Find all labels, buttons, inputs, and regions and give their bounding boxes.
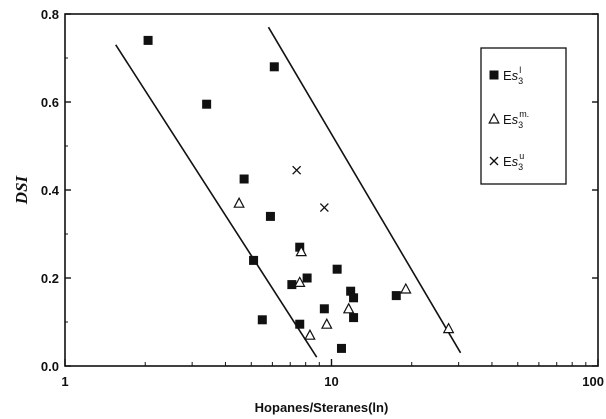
y-tick-label: 0.8: [41, 7, 59, 22]
y-tick-label: 0.0: [41, 359, 59, 374]
y-tick-label: 0.4: [41, 183, 60, 198]
data-point-square: [202, 99, 212, 109]
data-point-square: [336, 343, 346, 353]
x-tick-label: 1: [61, 374, 68, 389]
data-point-triangle: [233, 196, 245, 208]
data-point-triangle: [320, 317, 333, 329]
x-tick-label: 10: [324, 374, 338, 389]
x-tick-label: 100: [582, 374, 604, 389]
data-point-triangle: [304, 328, 316, 340]
y-axis-label: DSI: [12, 174, 31, 205]
data-point-square: [257, 315, 267, 325]
legend-label-3: Es3u: [503, 151, 524, 172]
data-point-cross: [292, 165, 302, 175]
boundary-line-2: [267, 26, 462, 354]
data-point-square: [295, 242, 305, 252]
data-point-square: [295, 319, 305, 329]
data-point-triangle: [399, 282, 412, 294]
legend-label-2: Es3m.: [503, 109, 529, 130]
data-point-square: [332, 264, 342, 274]
data-point-triangle: [342, 302, 355, 314]
data-point-square: [265, 211, 275, 221]
legend-marker-1: [489, 70, 499, 80]
data-point-triangle: [293, 276, 306, 287]
data-point-square: [287, 280, 297, 290]
data-point-square: [302, 273, 312, 283]
data-point-square: [349, 313, 359, 323]
boundary-line-1: [115, 44, 318, 358]
x-axis-label: Hopanes/Steranes(ln): [255, 400, 389, 415]
y-tick-label: 0.2: [41, 271, 59, 286]
data-point-square: [239, 174, 249, 184]
data-point-square: [391, 291, 401, 301]
data-point-cross: [319, 203, 329, 213]
data-point-triangle: [295, 245, 308, 257]
data-point-square: [269, 62, 279, 72]
legend-label-1: Es3l: [503, 65, 523, 86]
legend-marker-3: [489, 156, 499, 166]
data-point-square: [249, 255, 259, 265]
data-point-square: [143, 35, 153, 45]
y-tick-label: 0.6: [41, 95, 59, 110]
data-point-triangle: [442, 322, 455, 334]
legend-marker-2: [488, 112, 500, 124]
data-point-square: [349, 293, 359, 303]
data-point-square: [319, 304, 329, 314]
data-point-square: [346, 286, 356, 296]
